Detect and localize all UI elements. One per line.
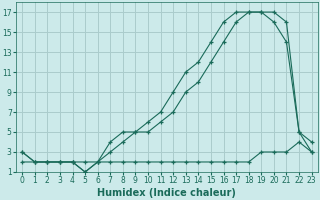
- X-axis label: Humidex (Indice chaleur): Humidex (Indice chaleur): [98, 188, 236, 198]
